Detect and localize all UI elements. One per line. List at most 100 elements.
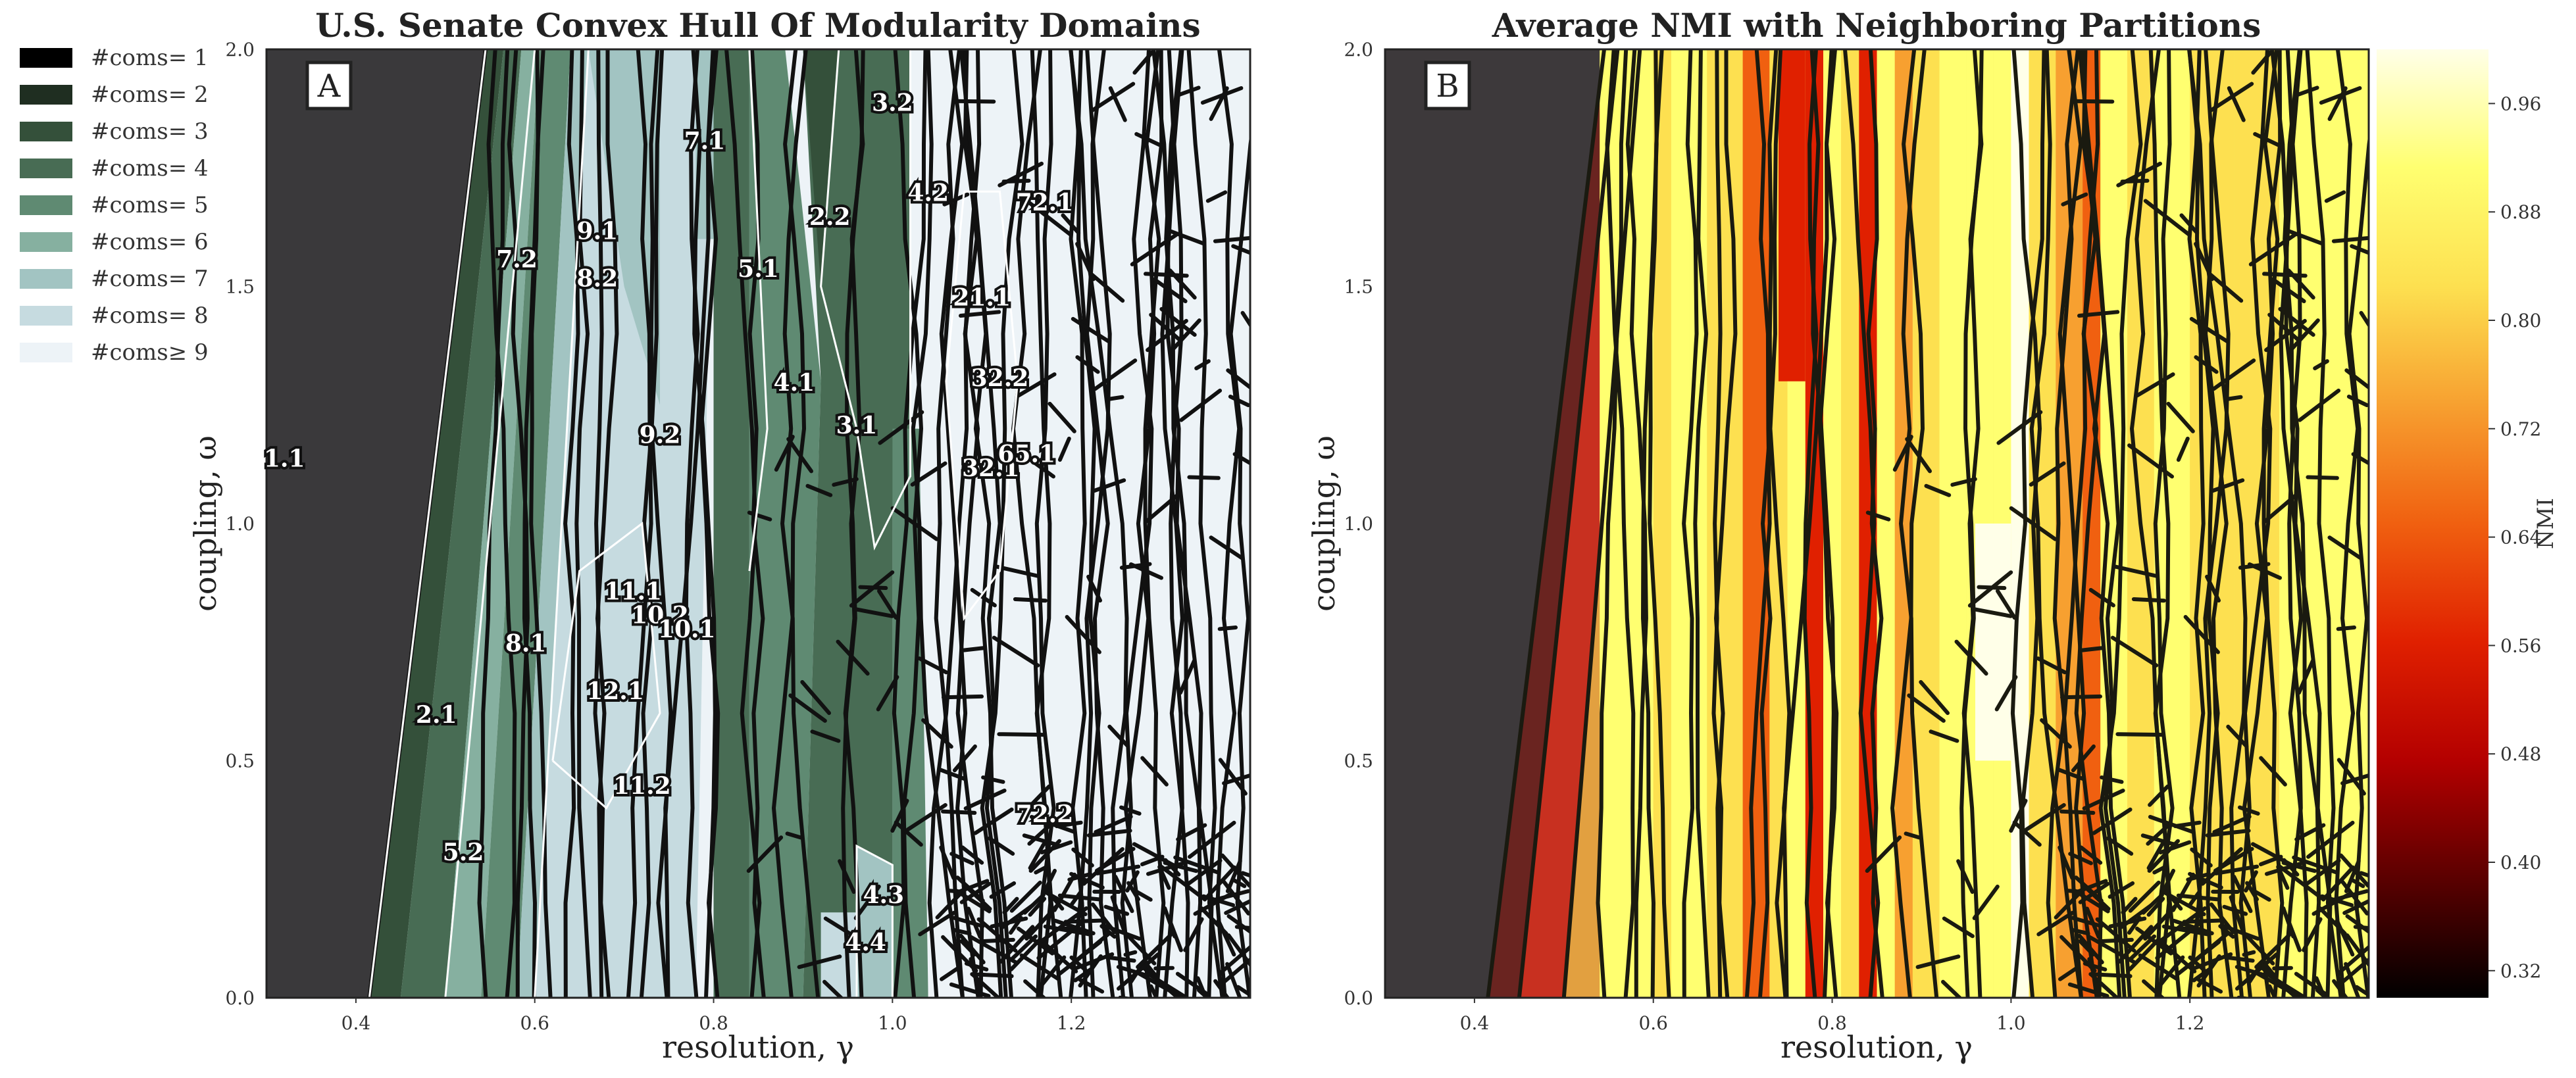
domain-boundary	[1017, 372, 1057, 398]
colorbar-tick-label: 0.88	[2500, 201, 2541, 223]
partition-boundary	[1693, 49, 1711, 998]
partition-boundary	[2154, 955, 2185, 992]
domain-region	[369, 49, 504, 998]
legend-swatch	[20, 122, 72, 141]
partition-boundary	[2238, 805, 2260, 816]
domain-boundary	[973, 807, 1014, 835]
panel-b-y-tick-label: 1.5	[1344, 276, 1373, 298]
partition-boundary	[2135, 926, 2173, 956]
domain-boundary	[987, 836, 1015, 856]
hull-outline	[444, 49, 536, 998]
domain-boundary	[1226, 914, 1250, 935]
domain-boundary	[747, 510, 772, 522]
panel-a-label-box: A	[305, 61, 353, 110]
partition-boundary	[2271, 278, 2306, 303]
partition-boundary	[2056, 767, 2086, 781]
partition-boundary	[2264, 318, 2307, 353]
partition-boundary	[1924, 483, 1952, 497]
partition-boundary	[2336, 625, 2356, 631]
domain-boundary	[832, 477, 859, 487]
partition-boundary	[2096, 937, 2134, 944]
domain-boundary	[1071, 316, 1111, 344]
domain-boundary	[1209, 535, 1244, 560]
partition-boundary	[2071, 99, 2115, 104]
partition-boundary	[2089, 972, 2120, 998]
domain-boundary	[1228, 132, 1250, 998]
panel-b-label: B	[1436, 68, 1459, 105]
partition-boundary	[2345, 914, 2369, 935]
partition-boundary	[1919, 680, 1950, 716]
domain-boundary	[1179, 388, 1223, 422]
panel-a-x-tick-label: 0.6	[520, 1012, 549, 1034]
domain-boundary	[1107, 724, 1130, 748]
nmi-region	[1725, 49, 1743, 998]
domain-boundary	[1024, 199, 1073, 237]
domain-boundary	[977, 937, 1015, 944]
partition-boundary	[2157, 868, 2175, 902]
partition-boundary	[2092, 807, 2133, 835]
domain-boundary	[1177, 86, 1201, 97]
domain-boundary	[1108, 956, 1136, 963]
domain-boundary	[1232, 878, 1247, 889]
domain-boundary	[1144, 272, 1189, 278]
partition-boundary	[2142, 979, 2165, 998]
domain-boundary	[1024, 903, 1060, 941]
partition-boundary	[1865, 510, 1891, 522]
domain-boundary	[951, 916, 985, 929]
domain-boundary	[1140, 756, 1169, 787]
partition-boundary	[2098, 49, 2143, 998]
partition-boundary	[2347, 132, 2369, 998]
partition-boundary	[2152, 865, 2166, 875]
partition-boundary	[2059, 809, 2096, 815]
domain-label: 4.3	[863, 881, 904, 909]
partition-boundary	[1892, 435, 1913, 472]
partition-boundary	[2082, 789, 2125, 811]
partition-boundary	[1561, 49, 1642, 998]
partition-boundary	[2321, 865, 2355, 902]
partition-boundary	[2146, 821, 2173, 846]
domain-boundary	[1226, 368, 1250, 389]
domain-boundary	[1069, 49, 1112, 998]
domain-region	[266, 49, 486, 998]
domain-boundary	[649, 49, 673, 998]
partition-boundary	[2272, 966, 2293, 971]
domain-boundary	[1086, 829, 1132, 838]
partition-boundary	[2129, 49, 2182, 998]
domain-boundary	[1069, 49, 1129, 998]
domain-boundary	[838, 859, 856, 894]
legend-item: #coms= 2	[20, 76, 209, 113]
legend-swatch	[20, 48, 72, 68]
domain-boundary	[1119, 805, 1142, 816]
domain-boundary	[1099, 924, 1117, 939]
partition-boundary	[2259, 756, 2287, 787]
domain-label: 32.2	[971, 364, 1029, 392]
legend-label: #coms= 1	[91, 45, 209, 71]
partition-boundary	[2344, 859, 2361, 893]
partition-boundary	[2259, 854, 2283, 867]
partition-boundary	[2315, 988, 2329, 998]
partition-boundary	[2232, 875, 2253, 914]
domain-label: 11.2	[613, 772, 671, 800]
panel-b-chart: Average NMI with Neighboring Partitions …	[1306, 6, 2370, 1065]
domain-boundary	[1002, 896, 1019, 915]
partition-boundary	[2359, 871, 2369, 878]
domain-boundary	[1093, 358, 1138, 391]
partition-boundary	[2285, 228, 2325, 246]
partition-boundary	[1713, 49, 1738, 998]
domain-boundary	[1166, 915, 1183, 952]
colorbar-tick-label: 0.40	[2500, 852, 2541, 873]
partition-boundary	[2253, 132, 2283, 149]
domain-label: 2.2	[809, 203, 851, 231]
partition-boundary	[2208, 272, 2244, 303]
domain-boundary	[921, 718, 953, 749]
domain-boundary	[969, 935, 1018, 964]
partition-boundary	[2251, 49, 2275, 75]
domain-boundary	[1022, 833, 1061, 847]
domain-boundary	[1178, 658, 1196, 695]
domain-region	[749, 49, 821, 998]
domain-boundary	[747, 49, 766, 998]
domain-boundary	[1163, 860, 1198, 873]
partition-boundary	[2179, 213, 2200, 235]
domain-label: 12.1	[586, 677, 644, 705]
partition-boundary	[2261, 961, 2278, 979]
